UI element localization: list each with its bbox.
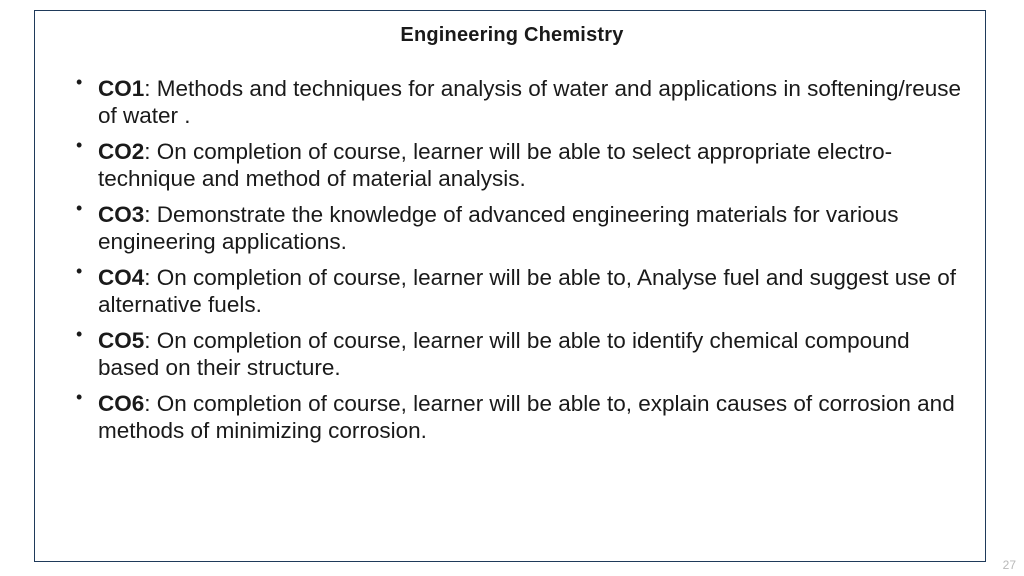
list-item: CO6: On completion of course, learner wi… — [72, 391, 966, 444]
course-outcomes-list: CO1: Methods and techniques for analysis… — [72, 76, 966, 445]
co-text: : On completion of course, learner will … — [98, 328, 910, 380]
co-text: : Demonstrate the knowledge of advanced … — [98, 202, 898, 254]
co-code: CO2 — [98, 139, 144, 164]
co-code: CO5 — [98, 328, 144, 353]
slide-title: Engineering Chemistry — [0, 24, 1024, 47]
page-number: 27 — [1003, 558, 1016, 572]
co-code: CO1 — [98, 76, 144, 101]
co-text: : On completion of course, learner will … — [98, 265, 956, 317]
co-code: CO4 — [98, 265, 144, 290]
slide: Engineering Chemistry CO1: Methods and t… — [0, 0, 1024, 576]
co-text: : On completion of course, learner will … — [98, 139, 892, 191]
list-item: CO5: On completion of course, learner wi… — [72, 328, 966, 381]
list-item: CO4: On completion of course, learner wi… — [72, 265, 966, 318]
co-code: CO3 — [98, 202, 144, 227]
co-text: : Methods and techniques for analysis of… — [98, 76, 961, 128]
co-text: : On completion of course, learner will … — [98, 391, 955, 443]
list-item: CO2: On completion of course, learner wi… — [72, 139, 966, 192]
list-item: CO1: Methods and techniques for analysis… — [72, 76, 966, 129]
co-code: CO6 — [98, 391, 144, 416]
slide-content: CO1: Methods and techniques for analysis… — [72, 76, 966, 455]
list-item: CO3: Demonstrate the knowledge of advanc… — [72, 202, 966, 255]
